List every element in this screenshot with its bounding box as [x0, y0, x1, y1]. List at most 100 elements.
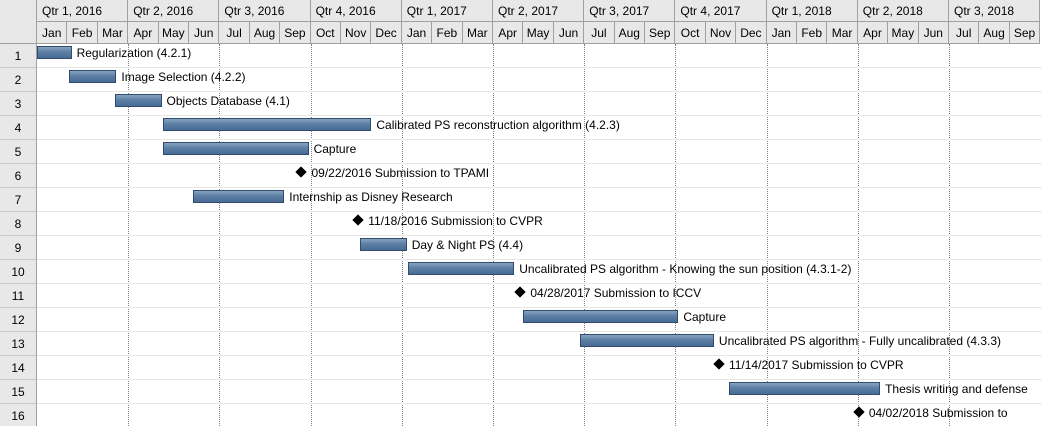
task-bar[interactable]	[729, 382, 881, 395]
task-label: Thesis writing and defense	[885, 382, 1028, 396]
month-header: Aug	[249, 22, 281, 44]
month-header: Jun	[553, 22, 585, 44]
row-divider	[37, 235, 1042, 236]
month-header: Oct	[675, 22, 706, 44]
month-header: May	[888, 22, 919, 44]
month-header: Jul	[219, 22, 250, 44]
task-label: Capture	[683, 310, 727, 324]
month-header: Oct	[310, 22, 341, 44]
month-header: Feb	[67, 22, 98, 44]
task-label: 09/22/2016 Submission to TPAMI	[311, 166, 490, 180]
month-header: Aug	[614, 22, 645, 44]
quarter-header: Qtr 1, 2017	[401, 0, 493, 22]
month-header: Feb	[797, 22, 828, 44]
row-number[interactable]: 9	[0, 236, 37, 260]
task-label: Internship as Disney Research	[289, 190, 453, 204]
row-divider	[37, 139, 1042, 140]
milestone-diamond[interactable]	[352, 214, 364, 226]
quarter-header: Qtr 3, 2016	[219, 0, 311, 22]
month-header: Mar	[827, 22, 858, 44]
month-header: Jul	[584, 22, 615, 44]
month-header: Dec	[371, 22, 402, 44]
month-header: Nov	[705, 22, 737, 44]
task-bar[interactable]	[162, 142, 309, 155]
row-divider	[37, 307, 1042, 308]
row-number[interactable]: 12	[0, 308, 37, 332]
month-header: Jul	[949, 22, 980, 44]
row-number[interactable]: 2	[0, 68, 37, 92]
task-label: Day & Night PS (4.4)	[411, 238, 524, 252]
task-bar[interactable]	[360, 238, 407, 251]
month-header: Jan	[401, 22, 433, 44]
row-number[interactable]: 1	[0, 44, 37, 68]
row-number[interactable]: 15	[0, 380, 37, 404]
quarter-header: Qtr 1, 2016	[37, 0, 129, 22]
task-bar[interactable]	[580, 334, 714, 347]
task-bar[interactable]	[407, 262, 515, 275]
month-header: Sep	[1009, 22, 1041, 44]
header-corner	[0, 0, 37, 44]
quarter-header: Qtr 2, 2017	[493, 0, 585, 22]
milestone-diamond[interactable]	[295, 166, 308, 178]
row-number[interactable]: 11	[0, 284, 37, 308]
row-divider	[37, 67, 1042, 68]
row-number[interactable]: 13	[0, 332, 37, 356]
row-number[interactable]: 8	[0, 212, 37, 236]
task-bar[interactable]	[523, 310, 679, 323]
row-number[interactable]: 7	[0, 188, 37, 212]
row-number[interactable]: 4	[0, 116, 37, 140]
task-label: Capture	[313, 142, 357, 156]
row-number[interactable]: 5	[0, 140, 37, 164]
task-label: Objects Database (4.1)	[166, 94, 290, 108]
row-number[interactable]: 3	[0, 92, 37, 116]
quarter-header: Qtr 3, 2018	[949, 0, 1041, 22]
row-divider	[37, 163, 1042, 164]
task-label: 04/28/2017 Submission to ICCV	[530, 286, 702, 300]
quarter-header: Qtr 1, 2018	[766, 0, 858, 22]
month-header: Mar	[462, 22, 493, 44]
row-number[interactable]: 16	[0, 404, 37, 426]
month-header: Jun	[918, 22, 949, 44]
task-bar[interactable]	[115, 94, 162, 107]
month-header: Jan	[37, 22, 68, 44]
row-number[interactable]: 10	[0, 260, 37, 284]
row-divider	[37, 115, 1042, 116]
month-header: Apr	[128, 22, 159, 44]
task-bar[interactable]	[69, 70, 117, 83]
month-header: Nov	[341, 22, 372, 44]
task-label: Image Selection (4.2.2)	[121, 70, 246, 84]
task-label: 11/18/2016 Submission to CVPR	[368, 214, 543, 228]
task-label: 11/14/2017 Submission to CVPR	[728, 358, 904, 372]
task-bar[interactable]	[37, 46, 72, 59]
task-label: Calibrated PS reconstruction algorithm (…	[376, 118, 620, 132]
month-header: Dec	[736, 22, 767, 44]
task-label: Uncalibrated PS algorithm - Fully uncali…	[718, 334, 1002, 348]
month-header: Jun	[189, 22, 220, 44]
task-bar[interactable]	[162, 118, 372, 131]
row-divider	[37, 403, 1042, 404]
month-header: Sep	[645, 22, 676, 44]
task-label: Regularization (4.2.1)	[76, 46, 192, 60]
quarter-header: Qtr 2, 2016	[128, 0, 220, 22]
row-divider	[37, 91, 1042, 92]
month-header: Sep	[280, 22, 311, 44]
milestone-diamond[interactable]	[713, 358, 725, 370]
task-label: Uncalibrated PS algorithm - Knowing the …	[519, 262, 852, 276]
milestone-diamond[interactable]	[853, 406, 865, 418]
month-header: Feb	[432, 22, 463, 44]
month-header: Jan	[766, 22, 797, 44]
task-bar[interactable]	[193, 190, 285, 203]
month-header: May	[158, 22, 189, 44]
quarter-header: Qtr 4, 2017	[675, 0, 767, 22]
row-number[interactable]: 14	[0, 356, 37, 380]
milestone-diamond[interactable]	[514, 286, 527, 298]
row-divider	[37, 259, 1042, 260]
quarter-header: Qtr 4, 2016	[310, 0, 402, 22]
quarter-header: Qtr 2, 2018	[857, 0, 949, 22]
month-header: Apr	[857, 22, 889, 44]
row-divider	[37, 331, 1042, 332]
row-number[interactable]: 6	[0, 164, 37, 188]
month-header: May	[523, 22, 554, 44]
row-divider	[37, 379, 1042, 380]
